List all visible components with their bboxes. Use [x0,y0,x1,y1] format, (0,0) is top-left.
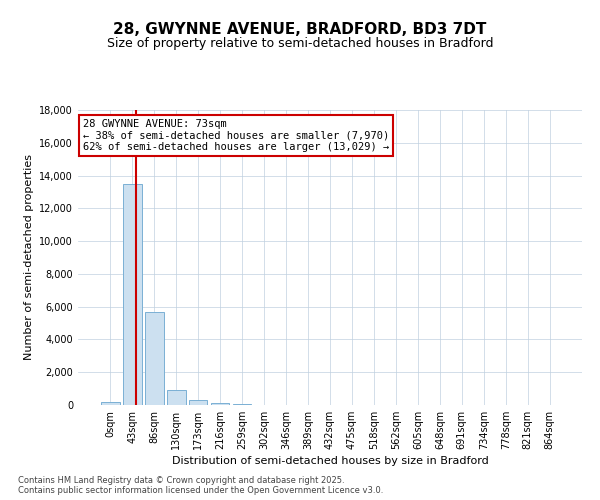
Bar [233,404,251,405]
Text: 28, GWYNNE AVENUE, BRADFORD, BD3 7DT: 28, GWYNNE AVENUE, BRADFORD, BD3 7DT [113,22,487,38]
Text: Contains HM Land Registry data © Crown copyright and database right 2025.
Contai: Contains HM Land Registry data © Crown c… [18,476,383,495]
Bar [145,312,164,405]
Bar [123,184,142,405]
Bar [167,390,185,405]
Text: 28 GWYNNE AVENUE: 73sqm
← 38% of semi-detached houses are smaller (7,970)
62% of: 28 GWYNNE AVENUE: 73sqm ← 38% of semi-de… [83,119,389,152]
Bar [101,402,119,405]
Bar [189,400,208,405]
Y-axis label: Number of semi-detached properties: Number of semi-detached properties [24,154,34,360]
Bar [211,404,229,405]
X-axis label: Distribution of semi-detached houses by size in Bradford: Distribution of semi-detached houses by … [172,456,488,466]
Text: Size of property relative to semi-detached houses in Bradford: Size of property relative to semi-detach… [107,38,493,51]
